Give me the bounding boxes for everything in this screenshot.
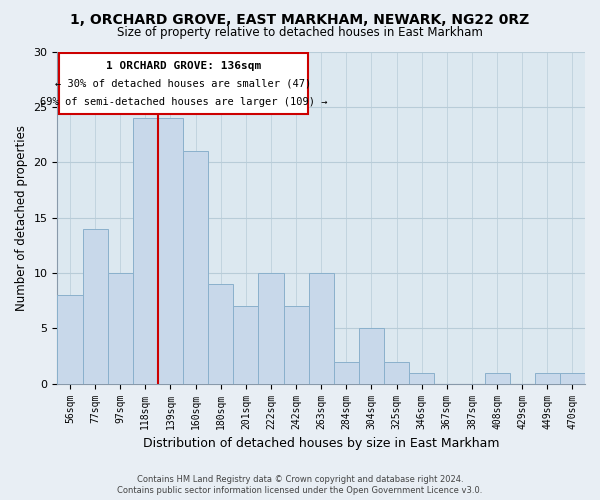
Bar	[233, 306, 259, 384]
Bar	[409, 372, 434, 384]
Bar	[334, 362, 359, 384]
Text: 1, ORCHARD GROVE, EAST MARKHAM, NEWARK, NG22 0RZ: 1, ORCHARD GROVE, EAST MARKHAM, NEWARK, …	[70, 12, 530, 26]
Bar	[308, 273, 334, 384]
Bar	[284, 306, 308, 384]
Text: Contains public sector information licensed under the Open Government Licence v3: Contains public sector information licen…	[118, 486, 482, 495]
FancyBboxPatch shape	[59, 52, 308, 114]
Bar	[133, 118, 158, 384]
Text: 69% of semi-detached houses are larger (109) →: 69% of semi-detached houses are larger (…	[40, 98, 327, 108]
Bar	[107, 273, 133, 384]
Bar	[83, 228, 107, 384]
Y-axis label: Number of detached properties: Number of detached properties	[15, 124, 28, 310]
Bar	[485, 372, 509, 384]
Bar	[560, 372, 585, 384]
Bar	[208, 284, 233, 384]
Bar	[183, 151, 208, 384]
Bar	[535, 372, 560, 384]
Bar	[158, 118, 183, 384]
Text: Contains HM Land Registry data © Crown copyright and database right 2024.: Contains HM Land Registry data © Crown c…	[137, 475, 463, 484]
Text: Size of property relative to detached houses in East Markham: Size of property relative to detached ho…	[117, 26, 483, 39]
Text: ← 30% of detached houses are smaller (47): ← 30% of detached houses are smaller (47…	[55, 78, 311, 88]
X-axis label: Distribution of detached houses by size in East Markham: Distribution of detached houses by size …	[143, 437, 499, 450]
Text: 1 ORCHARD GROVE: 136sqm: 1 ORCHARD GROVE: 136sqm	[106, 61, 261, 71]
Bar	[359, 328, 384, 384]
Bar	[259, 273, 284, 384]
Bar	[384, 362, 409, 384]
Bar	[58, 295, 83, 384]
